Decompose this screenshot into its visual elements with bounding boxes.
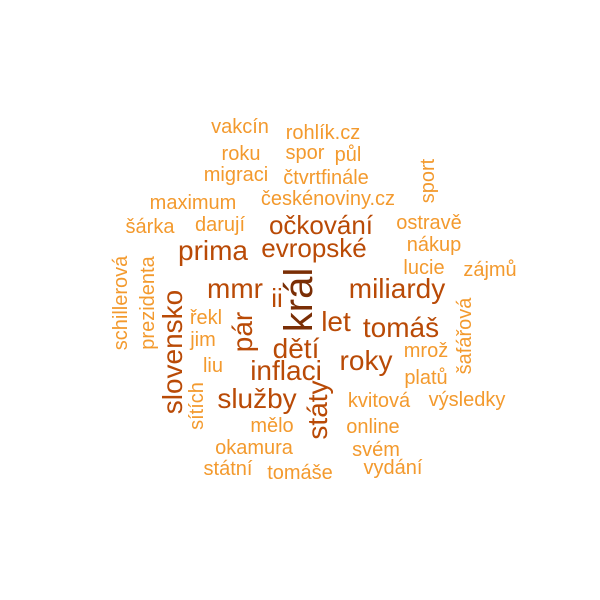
word-liu: liu [202, 355, 224, 377]
word-statni: státní [203, 458, 253, 480]
word-prima: prima [177, 235, 249, 266]
word-nakup: nákup [406, 234, 462, 256]
word-sitich: sítích [186, 382, 208, 430]
word-migraci: migraci [203, 164, 269, 186]
word-ostrave: ostravě [396, 212, 462, 234]
word-ceskenoviny: českénoviny.cz [260, 188, 396, 210]
word-ctvrtfinale: čtvrtfinále [283, 167, 369, 189]
word-jim: jim [190, 329, 216, 351]
word-miliardy: miliardy [348, 273, 446, 304]
word-online: online [346, 416, 400, 438]
word-staty: státy [302, 380, 333, 440]
word-deti: dětí [272, 333, 320, 364]
word-schillerova: schillerová [110, 255, 132, 351]
word-ockovani: očkování [268, 210, 374, 240]
word-kral: král [277, 267, 321, 333]
word-kvitova: kvitová [347, 390, 411, 412]
word-let: let [321, 306, 351, 337]
word-sarka: šárka [125, 216, 175, 238]
word-maximum: maximum [149, 192, 237, 214]
word-mmr: mmr [207, 273, 263, 304]
word-prezidenta: prezidenta [137, 256, 159, 350]
word-mroz: mrož [403, 340, 449, 362]
word-lucie: lucie [403, 257, 445, 279]
word-okamura: okamura [215, 437, 293, 459]
word-safarova: šafářová [454, 297, 476, 375]
word-sluzby: služby [217, 383, 297, 414]
word-spor: spor [285, 142, 325, 164]
word-rekl: řekl [189, 307, 223, 329]
word-zajmu: zájmů [463, 259, 517, 281]
word-roku: roku [221, 143, 261, 165]
word-ii: ii [271, 283, 283, 313]
word-pul: půl [334, 144, 362, 166]
word-sport: sport [417, 158, 439, 204]
word-vakcin: vakcín [211, 116, 269, 138]
word-slovensko: slovensko [157, 289, 188, 415]
word-roky: roky [339, 345, 393, 376]
word-svem: svém [352, 439, 400, 461]
word-rohlik: rohlík.cz [285, 122, 361, 144]
word-inflaci: inflaci [250, 355, 322, 386]
word-evropske: evropské [261, 233, 367, 263]
word-vysledky: výsledky [428, 389, 506, 411]
word-tomas: tomáš [362, 312, 440, 343]
word-vydani: vydání [363, 457, 423, 479]
word-par: pár [227, 311, 258, 353]
word-platu: platů [404, 367, 448, 389]
word-daruji: darují [194, 214, 246, 236]
word-tomase: tomáše [267, 462, 333, 484]
word-melo: mělo [250, 415, 294, 437]
